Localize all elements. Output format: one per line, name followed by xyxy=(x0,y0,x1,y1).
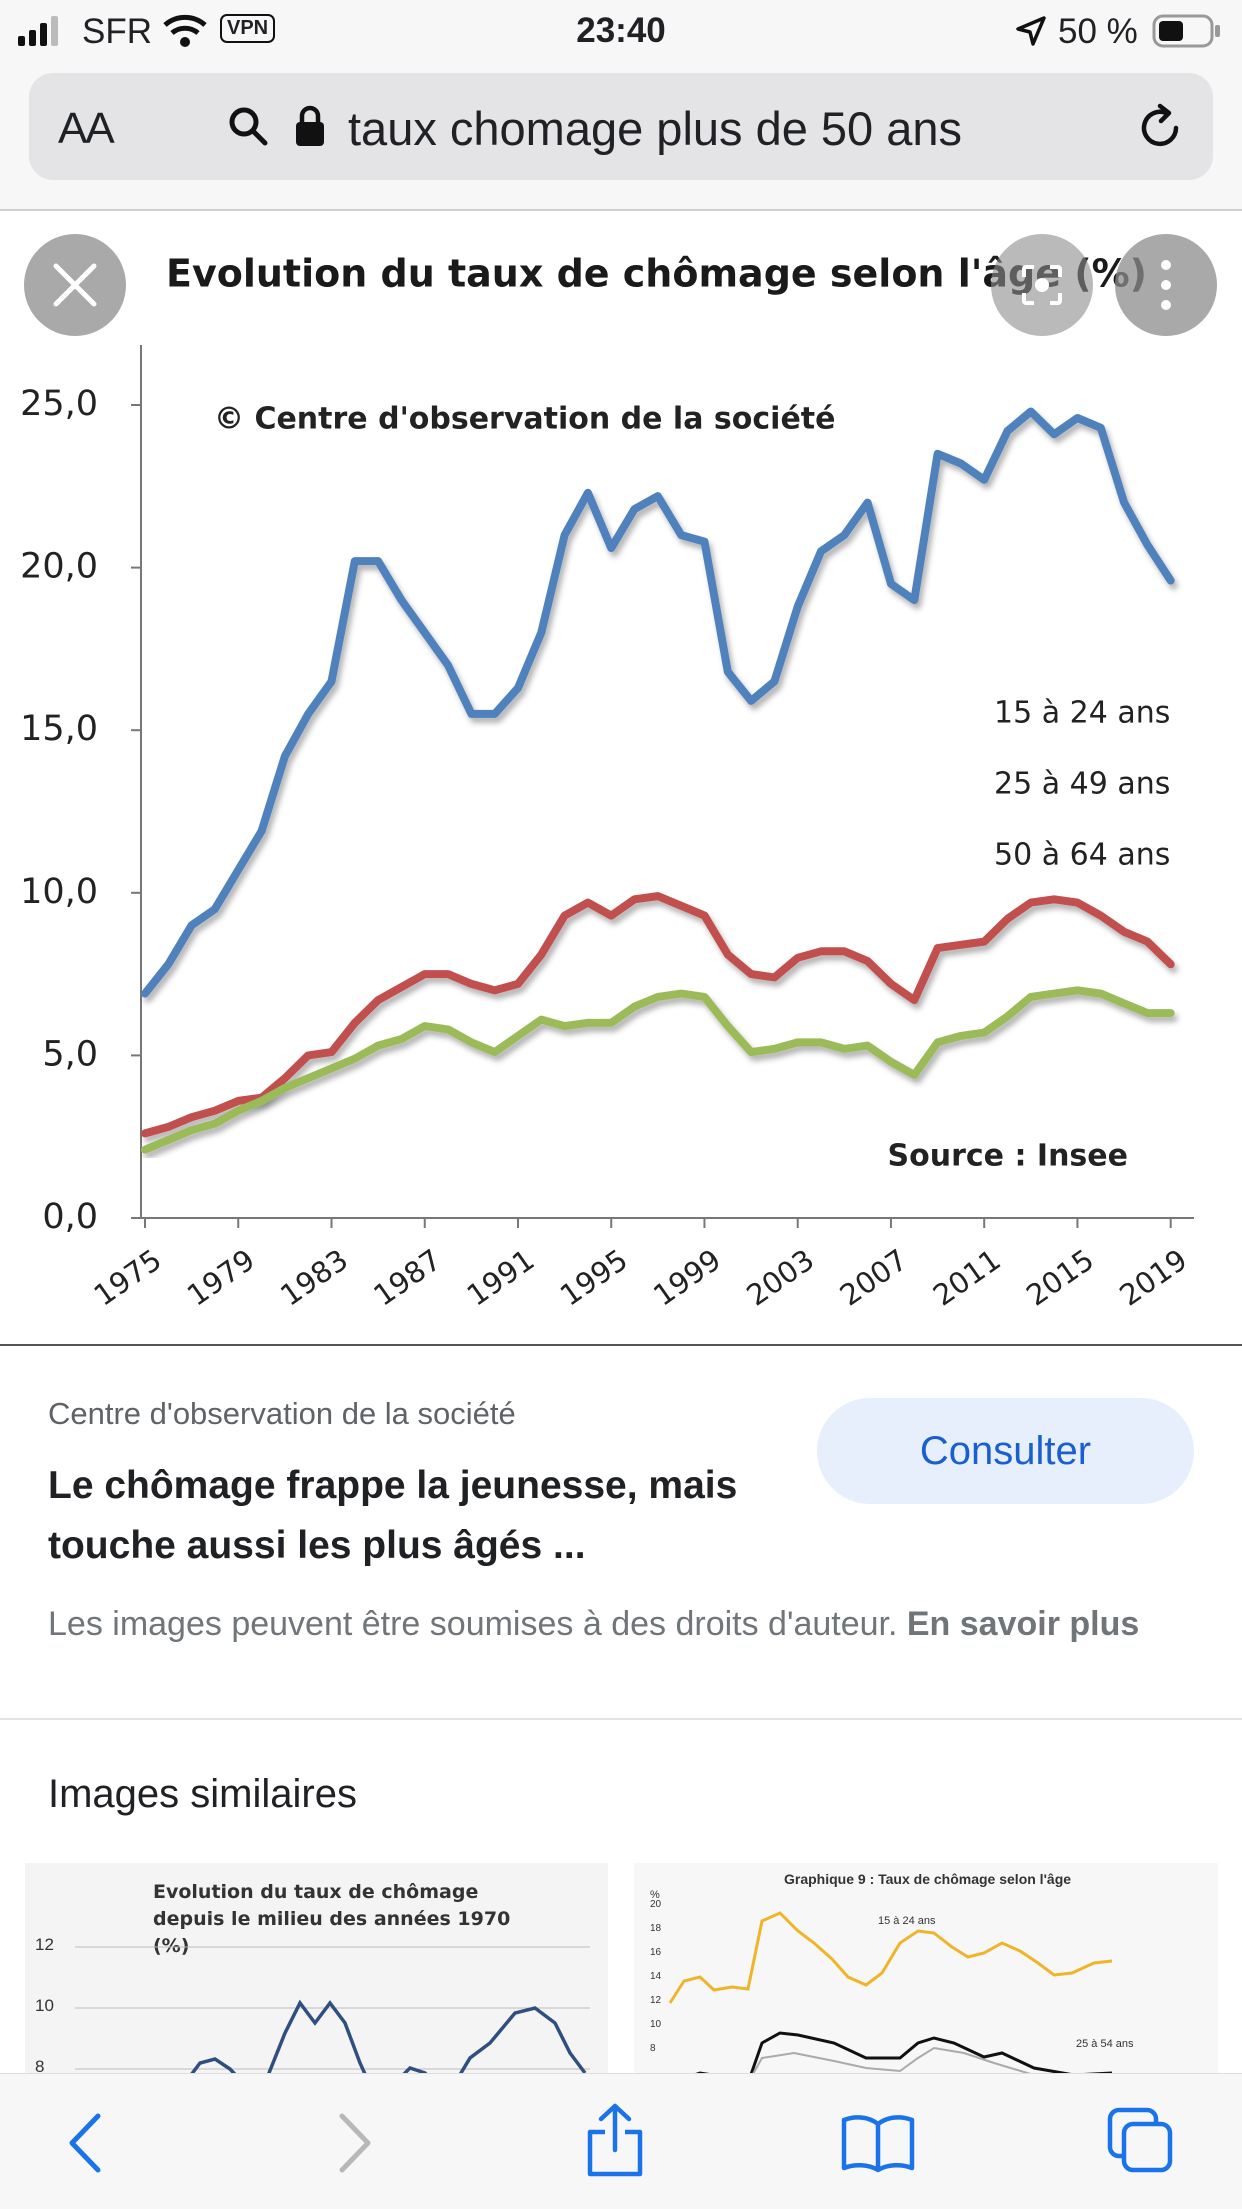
result-title[interactable]: Le chômage frappe la jeunesse, mais touc… xyxy=(48,1464,738,1567)
more-icon xyxy=(1161,260,1171,310)
share-button[interactable] xyxy=(584,2102,646,2178)
divider xyxy=(0,1344,1242,1346)
legend-label: 50 à 64 ans xyxy=(994,838,1170,873)
y-tick-label: 0,0 xyxy=(42,1197,98,1237)
thumbnail-tick: 18 xyxy=(650,1923,662,1934)
thumbnail-unit: % xyxy=(650,1889,660,1901)
thumbnail-tick: 14 xyxy=(650,1971,662,1982)
wifi-icon xyxy=(163,14,207,47)
disclaimer: Les images peuvent être soumises à des d… xyxy=(48,1605,898,1643)
thumbnail-tick: 10 xyxy=(35,1996,54,2015)
y-tick-label: 20,0 xyxy=(20,547,98,587)
thumbnail-plot xyxy=(75,1946,590,2083)
lens-icon xyxy=(1022,265,1062,305)
lock-icon xyxy=(296,105,324,146)
location-icon xyxy=(1016,16,1046,46)
series-line xyxy=(141,986,1175,1154)
thumbnail[interactable]: Graphique 9 : Taux de chômage selon l'âg… xyxy=(634,1863,1218,2083)
battery-level: 50 % xyxy=(1058,12,1138,51)
y-tick-label: 15,0 xyxy=(20,709,98,749)
chart: Evolution du taux de chômage selon l'âge… xyxy=(0,211,1242,1345)
thumbnail-tick: 20 xyxy=(650,1899,662,1910)
divider xyxy=(0,1718,1242,1720)
chart-background xyxy=(0,211,1242,1345)
reload-icon[interactable] xyxy=(1136,103,1186,153)
thumbnail-tick: 10 xyxy=(650,2019,662,2030)
legend-label: 15 à 24 ans xyxy=(994,696,1170,731)
thumbnail-title: Graphique 9 : Taux de chômage selon l'âg… xyxy=(784,1871,1072,1887)
forward-button[interactable] xyxy=(336,2112,376,2174)
series-line xyxy=(141,407,1175,998)
y-tick-label: 5,0 xyxy=(42,1034,98,1074)
close-icon xyxy=(53,263,97,307)
thumbnail-plot xyxy=(668,1911,1113,2083)
learn-more-link[interactable]: En savoir plus xyxy=(906,1605,1140,1643)
thumbnail-tick: 8 xyxy=(650,2043,656,2054)
thumbnail[interactable]: Evolution du taux de chômage depuis le m… xyxy=(25,1863,608,2083)
battery-icon xyxy=(1152,14,1220,48)
y-tick-label: 10,0 xyxy=(20,872,98,912)
annotation: Source : Insee xyxy=(888,1139,1128,1174)
disclaimer-block: Les images peuvent être soumises à des d… xyxy=(48,1600,1208,1648)
back-button[interactable] xyxy=(64,2112,104,2174)
consult-button[interactable]: Consulter xyxy=(817,1398,1194,1504)
annotation: © Centre d'observation de la société xyxy=(214,402,835,437)
url-query[interactable]: taux chomage plus de 50 ans xyxy=(348,102,963,155)
y-tick-label: 25,0 xyxy=(20,384,98,424)
thumbnail-label: 25 à 54 ans xyxy=(1076,2038,1134,2050)
thumbnail-tick: 16 xyxy=(650,1947,662,1958)
thumbnail-tick: 8 xyxy=(35,2057,45,2076)
signal-icon xyxy=(18,16,58,46)
thumbnail-tick: 12 xyxy=(35,1935,54,1954)
status-bar xyxy=(0,0,1242,62)
search-icon xyxy=(229,107,268,146)
similar-heading: Images similaires xyxy=(48,1772,357,1816)
series-line xyxy=(141,892,1175,1138)
address-bar[interactable] xyxy=(29,73,1213,180)
toolbar-bottom xyxy=(0,2073,1242,2209)
chart-title: Evolution du taux de chômage selon l'âge… xyxy=(166,252,1147,296)
clock: 23:40 xyxy=(576,11,666,50)
carrier: SFR xyxy=(82,12,152,51)
thumbnail-title: Evolution du taux de chômage depuis le m… xyxy=(153,1881,511,1957)
tabs-button[interactable] xyxy=(1106,2106,1176,2176)
legend-label: 25 à 49 ans xyxy=(994,767,1170,802)
thumbnail-label: 15 à 24 ans xyxy=(878,1915,936,1927)
text-size-button[interactable]: AA xyxy=(58,104,115,153)
result-source: Centre d'observation de la société xyxy=(48,1396,516,1431)
thumbnail-tick: 12 xyxy=(650,1995,662,2006)
vpn-badge: VPN xyxy=(220,14,276,43)
bookmarks-button[interactable] xyxy=(840,2112,916,2174)
